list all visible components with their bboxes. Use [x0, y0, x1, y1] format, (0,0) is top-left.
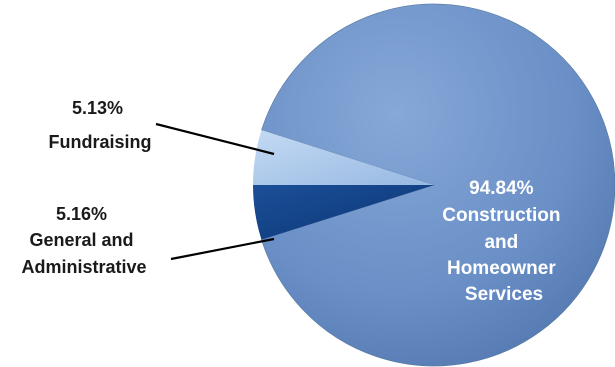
- general-admin-name-line2: Administrative: [21, 257, 146, 277]
- construction-name-line1: Construction: [442, 205, 560, 226]
- general-admin-label: 5.16% General and Administrative: [21, 204, 146, 277]
- fundraising-leader-line: [155, 122, 275, 156]
- construction-name-line2: and: [484, 232, 518, 253]
- pie-slice-fundraising: [253, 185, 434, 240]
- construction-name-line4: Services: [465, 284, 543, 305]
- fundraising-label: 5.13% Fundraising: [49, 98, 152, 152]
- pie-slice-general-administrative: [253, 130, 434, 185]
- general-admin-name-line1: General and: [29, 230, 133, 250]
- fundraising-name-label: Fundraising: [49, 132, 152, 152]
- construction-label: 94.84% Construction and Homeowner Servic…: [442, 178, 566, 305]
- general-admin-value-label: 5.16%: [56, 204, 107, 224]
- fundraising-value-label: 5.13%: [72, 98, 123, 118]
- construction-name-line3: Homeowner: [447, 258, 556, 279]
- general-admin-leader-line: [170, 237, 275, 261]
- construction-value-label: 94.84%: [469, 178, 534, 199]
